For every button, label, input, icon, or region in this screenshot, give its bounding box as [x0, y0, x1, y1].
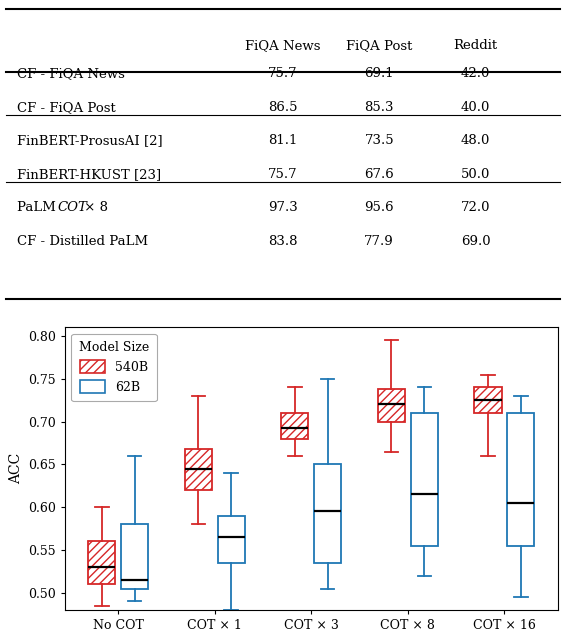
- Text: 75.7: 75.7: [268, 67, 298, 80]
- PathPatch shape: [507, 413, 534, 546]
- PathPatch shape: [281, 413, 308, 438]
- PathPatch shape: [88, 541, 115, 584]
- Text: 75.7: 75.7: [268, 168, 298, 181]
- Text: 69.1: 69.1: [365, 67, 394, 80]
- Text: CF - FiQA Post: CF - FiQA Post: [17, 101, 115, 114]
- Text: Reddit: Reddit: [453, 39, 498, 52]
- Y-axis label: ACC: ACC: [8, 453, 23, 484]
- Text: PaLM: PaLM: [17, 201, 60, 214]
- Text: CF - FiQA News: CF - FiQA News: [17, 67, 125, 80]
- Text: 72.0: 72.0: [461, 201, 490, 214]
- PathPatch shape: [314, 464, 341, 563]
- Text: FiQA News: FiQA News: [245, 39, 321, 52]
- Text: COT: COT: [58, 201, 88, 214]
- Text: FinBERT-ProsusAI [2]: FinBERT-ProsusAI [2]: [17, 134, 162, 147]
- PathPatch shape: [121, 525, 148, 589]
- Text: 42.0: 42.0: [461, 67, 490, 80]
- Text: 86.5: 86.5: [268, 101, 298, 114]
- PathPatch shape: [474, 387, 501, 413]
- Text: 67.6: 67.6: [365, 168, 394, 181]
- Text: 48.0: 48.0: [461, 134, 490, 147]
- Text: 83.8: 83.8: [268, 234, 298, 248]
- PathPatch shape: [218, 516, 245, 563]
- Text: 81.1: 81.1: [268, 134, 298, 147]
- Text: 95.6: 95.6: [365, 201, 394, 214]
- Text: × 8: × 8: [80, 201, 108, 214]
- Text: FiQA Post: FiQA Post: [346, 39, 413, 52]
- Text: 40.0: 40.0: [461, 101, 490, 114]
- PathPatch shape: [411, 413, 438, 546]
- Text: 97.3: 97.3: [268, 201, 298, 214]
- Text: 69.0: 69.0: [461, 234, 490, 248]
- Text: 50.0: 50.0: [461, 168, 490, 181]
- Text: FinBERT-HKUST [23]: FinBERT-HKUST [23]: [17, 168, 161, 181]
- PathPatch shape: [185, 449, 212, 490]
- Legend: 540B, 62B: 540B, 62B: [71, 334, 157, 401]
- PathPatch shape: [378, 389, 405, 422]
- Text: CF - Distilled PaLM: CF - Distilled PaLM: [17, 234, 148, 248]
- Text: 85.3: 85.3: [365, 101, 394, 114]
- Text: 77.9: 77.9: [365, 234, 394, 248]
- Text: 73.5: 73.5: [365, 134, 394, 147]
